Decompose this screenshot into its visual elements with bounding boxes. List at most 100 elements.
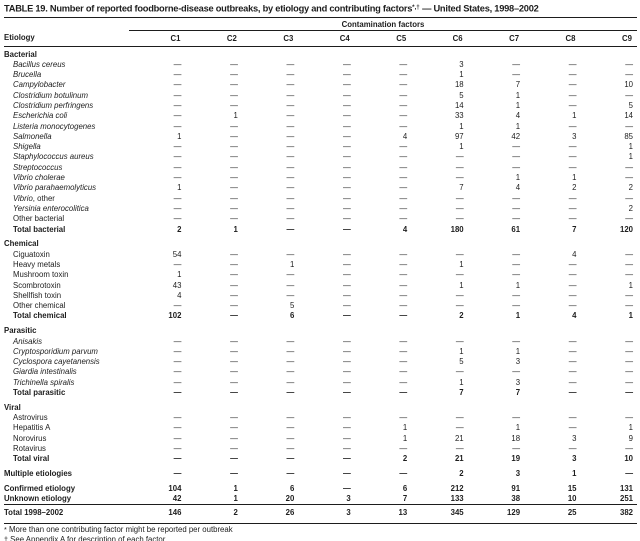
value-cell: — (512, 70, 521, 80)
value-cell: — (568, 259, 577, 269)
table-row: Other bacterial — — — — — — — — — (4, 214, 637, 224)
value-cell: — (568, 152, 577, 162)
table-row: Shellfish toxin 4 — — — — — — — — (4, 291, 637, 301)
group-header-spacer (4, 18, 129, 31)
value-cell: — (342, 249, 351, 259)
value-cell: — (399, 121, 408, 131)
etiology-label: Anisakis (13, 336, 43, 346)
group-header-row: Contamination factors (4, 17, 637, 31)
value-cell: — (568, 100, 577, 110)
value-cell: — (286, 173, 295, 183)
value-cell: — (230, 290, 238, 300)
value-cell: 1 (515, 346, 521, 356)
value-cell: — (399, 162, 408, 172)
value-cell (355, 235, 411, 250)
etiology-cell: Hepatitis A (4, 423, 129, 433)
value-cell: 9 (628, 433, 633, 443)
value-cell: 345 (411, 504, 468, 521)
value-cell: 1 (233, 111, 238, 121)
value-cell: — (342, 203, 351, 213)
section-header-row: Chemical (4, 235, 637, 250)
value-cell: — (173, 152, 182, 162)
etiology-label: Cryptosporidium parvum (13, 346, 98, 356)
value-cell: — (173, 377, 182, 387)
etiology-label: Escherichia coli (13, 111, 68, 121)
value-cell: — (230, 336, 238, 346)
value-cell: 104 (168, 483, 182, 493)
value-cell: — (568, 142, 577, 152)
value-cell: 6 (289, 311, 295, 321)
etiology-label: Brucella (13, 70, 42, 80)
value-cell: — (399, 301, 408, 311)
value-cell: — (625, 469, 633, 479)
value-cell: — (342, 214, 351, 224)
value-cell: — (625, 377, 633, 387)
value-cell: — (286, 142, 295, 152)
footnote-asterisk-text: More than one contributing factor might … (8, 525, 233, 535)
value-cell: — (286, 70, 295, 80)
value-cell: 7 (515, 80, 521, 90)
value-cell: — (342, 301, 351, 311)
etiology-cell: Streptococcus (4, 163, 129, 173)
table-row: Anisakis — — — — — — — — — (4, 337, 637, 347)
value-cell: 20 (285, 494, 295, 504)
value-cell: — (173, 336, 182, 346)
section-header-row: Bacterial (4, 46, 637, 60)
title-rule (4, 16, 637, 18)
value-cell (411, 46, 467, 60)
value-cell: — (173, 469, 182, 479)
value-cell: 1 (515, 423, 521, 433)
value-cell: — (342, 483, 351, 493)
value-cell (524, 398, 580, 413)
etiology-label: Multiple etiologies (4, 469, 73, 479)
value-cell: 146 (129, 504, 186, 521)
value-cell: 1 (628, 280, 633, 290)
value-cell: — (230, 249, 238, 259)
value-cell: — (173, 100, 182, 110)
value-cell: — (230, 367, 238, 377)
etiology-cell: Unknown etiology (4, 494, 129, 505)
etiology-cell: Escherichia coli (4, 111, 129, 121)
value-cell (242, 46, 298, 60)
value-cell: — (399, 80, 408, 90)
value-cell: 42 (172, 494, 182, 504)
value-cell: — (286, 280, 295, 290)
total-row: Total bacterial 2 1 — — 4 180 61 7 120 (4, 225, 637, 235)
total-row: Total chemical 102 — 6 — — 2 1 4 1 (4, 311, 637, 321)
value-cell: — (230, 162, 238, 172)
value-cell: — (173, 121, 182, 131)
value-cell (242, 322, 298, 337)
value-cell: 5 (289, 301, 295, 311)
value-cell: — (173, 388, 182, 397)
value-cell: 3 (572, 454, 577, 464)
footnote-asterisk: * More than one contributing factor migh… (4, 525, 637, 535)
table-row: Listeria monocytogenes — — — — — 1 1 — — (4, 122, 637, 132)
value-cell: — (286, 454, 295, 464)
etiology-label: Total 1998–2002 (4, 507, 64, 517)
value-cell: — (342, 290, 351, 300)
etiology-cell: Trichinella spiralis (4, 378, 129, 388)
value-cell: — (286, 183, 295, 193)
value-cell: 180 (450, 224, 464, 234)
table-row: Vibrio, other — — — — — — — — — (4, 194, 637, 204)
value-cell: — (173, 413, 182, 423)
contamination-factors-header: Contamination factors (129, 17, 637, 31)
value-cell: — (568, 280, 577, 290)
value-cell: — (230, 131, 238, 141)
value-cell: — (342, 90, 351, 100)
column-header: C2 (185, 30, 242, 47)
value-cell: — (455, 214, 464, 224)
value-cell: 21 (454, 433, 464, 443)
etiology-label: Giardia intestinalis (13, 367, 77, 377)
value-cell: — (230, 377, 238, 387)
etiology-cell: Yersinia enterocolitica (4, 204, 129, 214)
value-cell: — (625, 357, 633, 367)
value-cell: — (399, 280, 408, 290)
table-row: Scombrotoxin 43 — — — — 1 1 — 1 (4, 281, 637, 291)
value-cell: — (512, 59, 521, 69)
etiology-label: Trichinella spiralis (13, 377, 75, 387)
etiology-cell: Cyclospora cayetanensis (4, 357, 129, 367)
value-cell: — (230, 433, 238, 443)
value-cell: — (342, 280, 351, 290)
etiology-label: Total chemical (13, 311, 67, 321)
